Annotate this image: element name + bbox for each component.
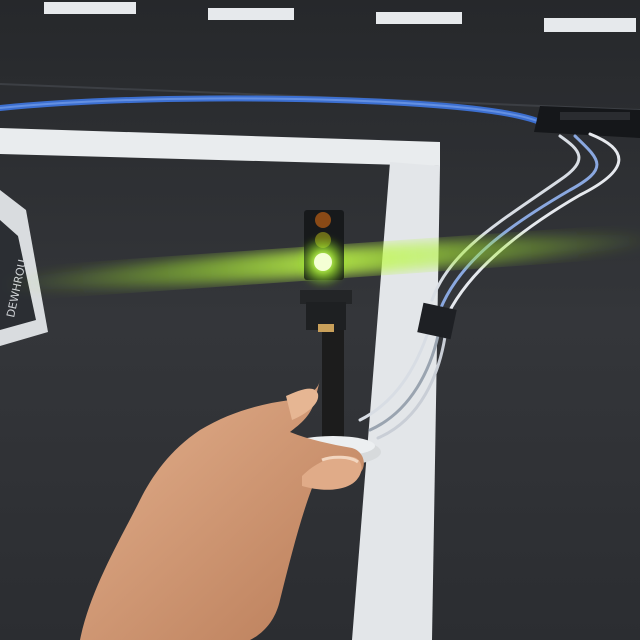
traffic-light-pole — [322, 326, 344, 446]
usb-cable-highlight — [0, 97, 541, 123]
hand — [80, 377, 364, 640]
sign-card: DEWHROU — [0, 190, 48, 346]
dashed-lane-markings — [44, 2, 636, 32]
road-border-paint — [0, 128, 440, 640]
thumbnail — [321, 455, 359, 464]
arduino-board — [534, 106, 640, 138]
green-lens — [314, 253, 332, 271]
light-module-board — [300, 290, 352, 304]
red-lens — [315, 212, 331, 228]
thumb — [302, 456, 362, 490]
header-pins — [318, 324, 334, 332]
index-finger-tip — [286, 388, 319, 420]
jumper-wires — [358, 132, 621, 440]
